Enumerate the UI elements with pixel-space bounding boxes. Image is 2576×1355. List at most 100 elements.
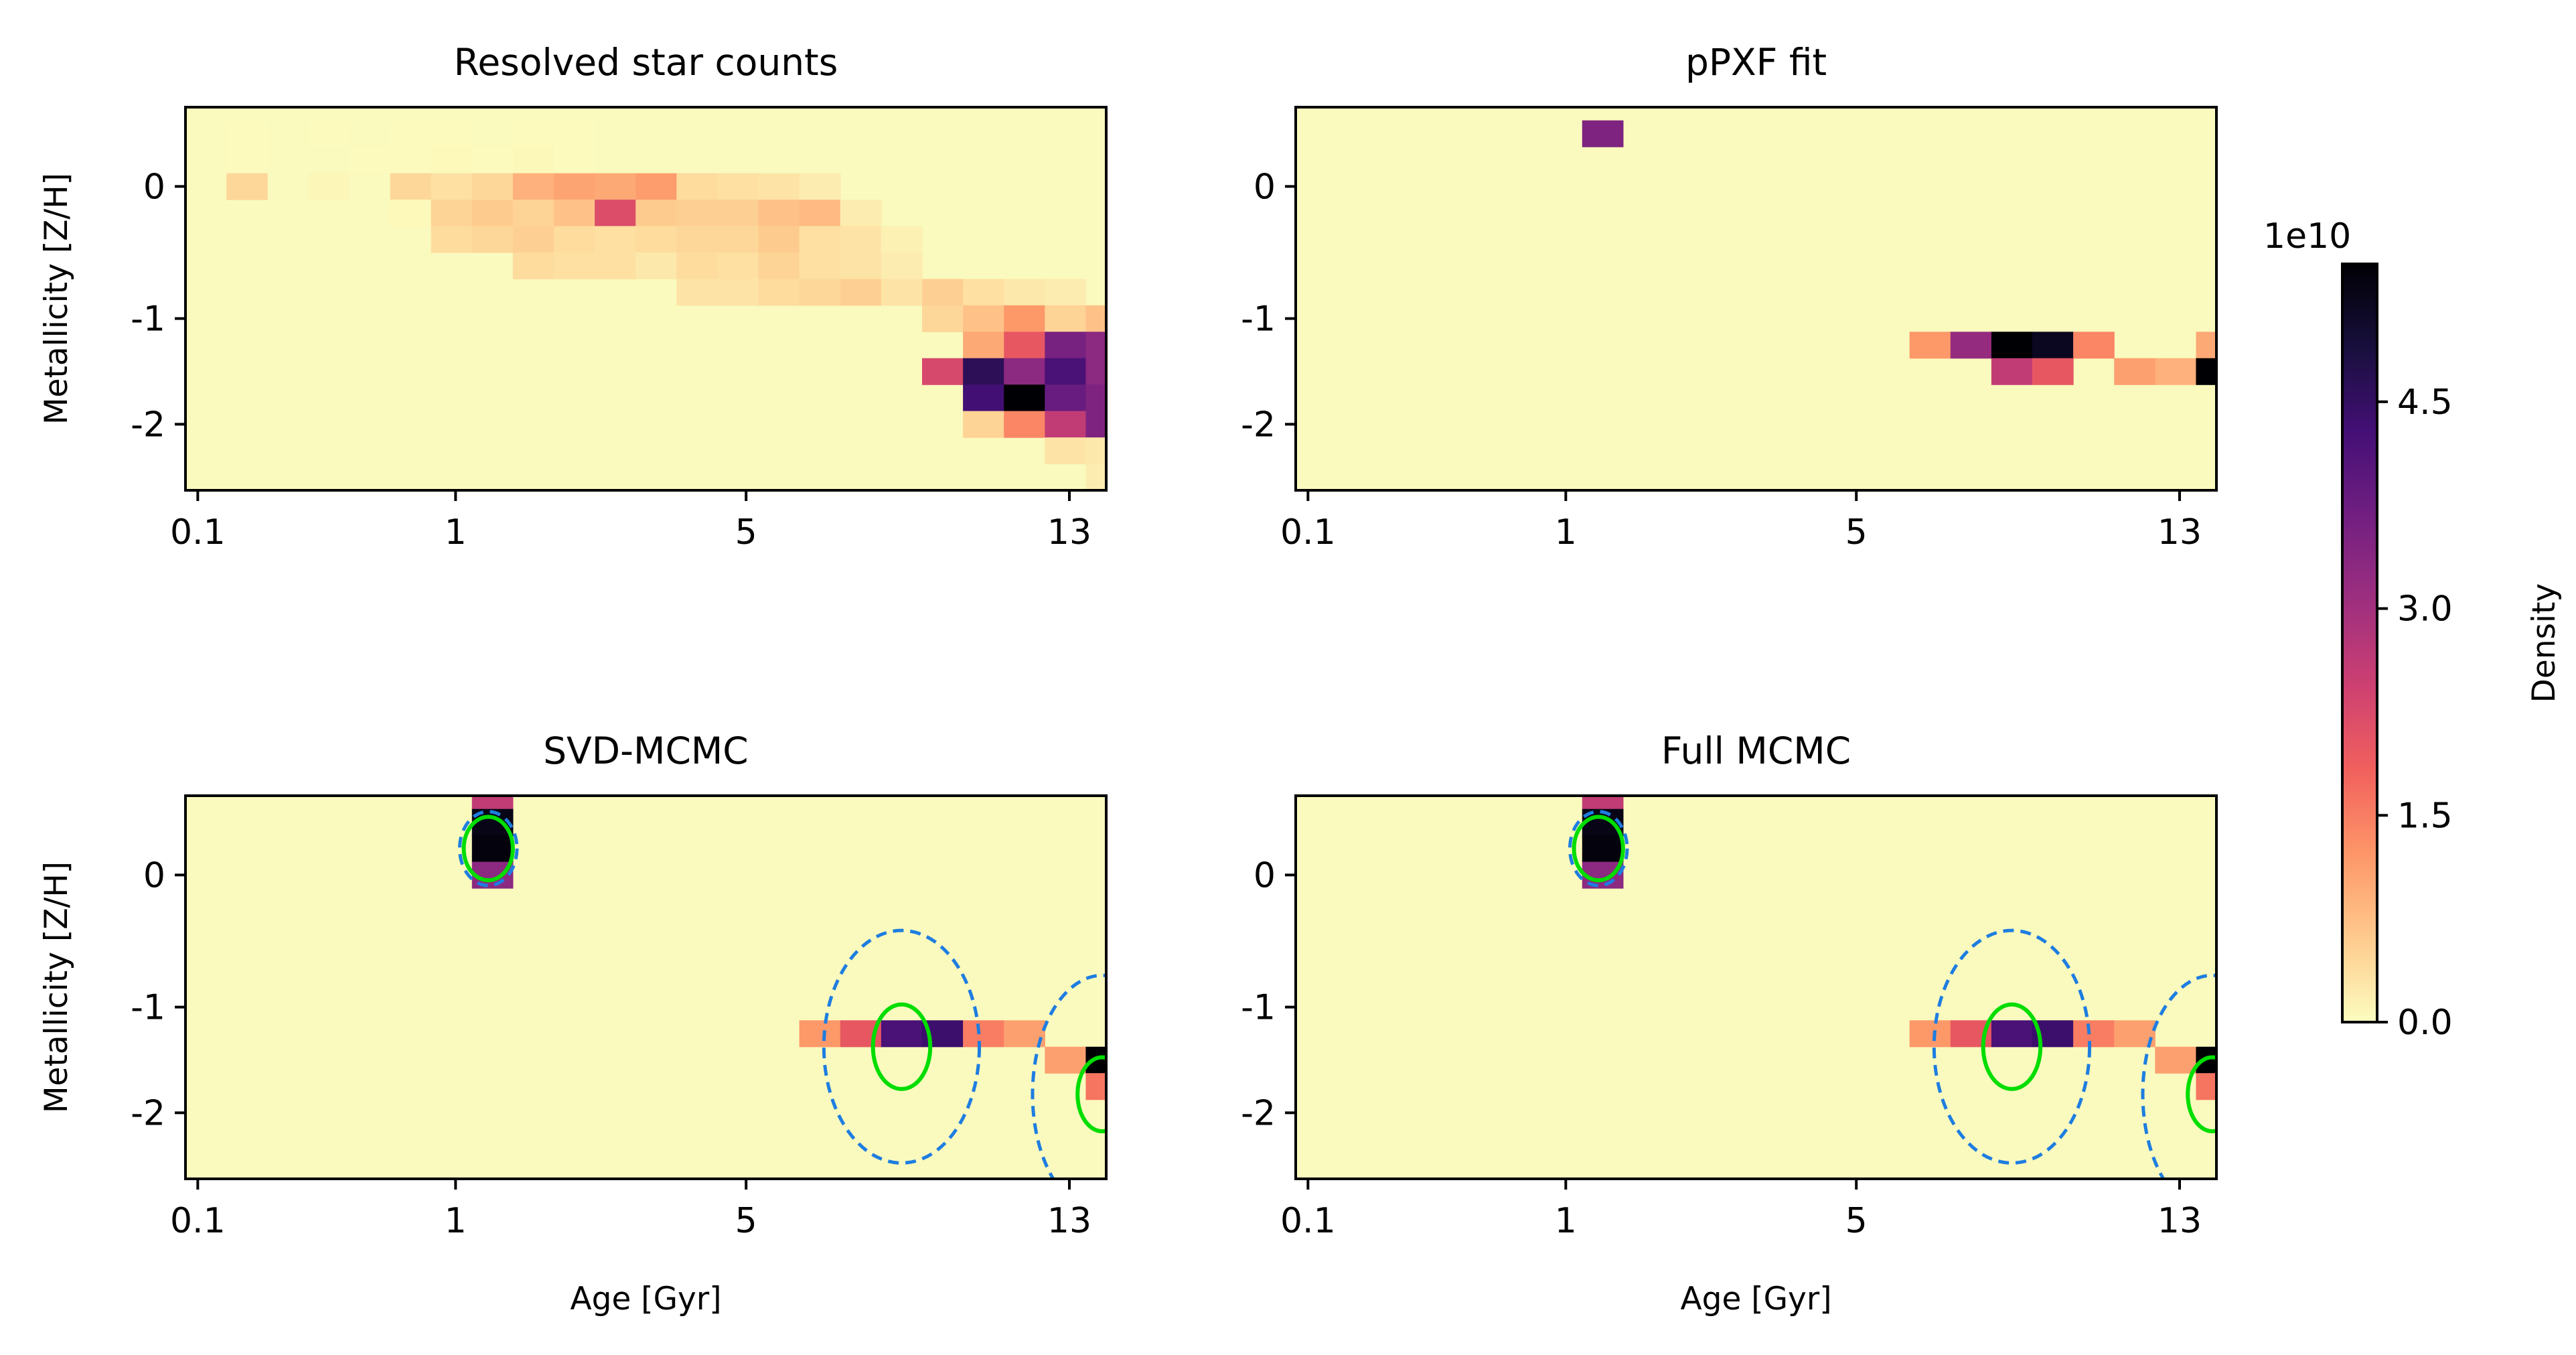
x-tick-label: 5 [1845, 1201, 1868, 1241]
heatmap-cell [840, 279, 882, 306]
colorbar-tick-label: 1.5 [2397, 796, 2453, 836]
heatmap-cell [717, 200, 759, 227]
heatmap-cell [635, 200, 677, 227]
confidence-ellipse-solid [870, 1002, 933, 1091]
confidence-ellipse-dashed [1568, 810, 1629, 887]
x-tick-label: 0.1 [1280, 512, 1336, 553]
heatmap-cell [595, 252, 636, 280]
heatmap-cell [881, 252, 923, 280]
heatmap-cell [554, 252, 595, 280]
colorbar-multiplier: 1e10 [2263, 216, 2351, 257]
x-tick-label: 13 [2157, 1201, 2202, 1241]
heatmap-cell [390, 200, 432, 227]
heatmap-cell [1045, 437, 1087, 465]
heatmap-cell [799, 252, 841, 280]
panel-frame [184, 794, 1108, 1180]
heatmap-cell [840, 200, 882, 227]
heatmap-cells [457, 796, 1106, 1179]
confidence-ellipse-solid [1075, 1055, 1106, 1133]
heatmap-cells [1568, 796, 2216, 1179]
heatmap-cell [840, 226, 882, 253]
colorbar-tick-label: 4.5 [2397, 382, 2453, 423]
heatmap-cell [635, 173, 677, 200]
panel-background [1296, 796, 2216, 1179]
panel-title: Resolved star counts [454, 41, 838, 84]
heatmap-cell [799, 200, 841, 227]
x-tick-label: 5 [1845, 512, 1868, 553]
colorbar-gradient [2341, 263, 2378, 1023]
heatmap-cell [758, 200, 800, 227]
heatmap-cell [676, 200, 718, 227]
confidence-ellipse-solid [1572, 814, 1625, 883]
heatmap-cell [595, 173, 636, 200]
heatmap-cell [431, 173, 473, 200]
heatmap-cell [1085, 1073, 1106, 1100]
y-tick-label: -2 [1241, 405, 1276, 445]
heatmap-cell [349, 147, 391, 174]
x-tick-label: 0.1 [170, 512, 226, 553]
heatmap-cell [512, 173, 554, 200]
heatmap-cell [226, 120, 268, 147]
heatmap-cell [799, 226, 841, 253]
heatmap-cell [881, 226, 923, 253]
heatmap-cell [554, 147, 595, 174]
heatmap-cell [922, 358, 964, 385]
heatmap-cell [554, 120, 595, 147]
heatmap-cell [554, 226, 595, 253]
panel-4: Full MCMC 0.1 1 5 13 0 -1 -2 Age [Gyr] [1241, 729, 2218, 1317]
heatmap-cell [308, 120, 350, 147]
heatmap-cell [1582, 835, 1624, 863]
heatmap-cell [799, 1020, 841, 1048]
heatmap-cell [2196, 332, 2216, 359]
heatmap-cell [431, 200, 473, 227]
x-tick-label: 13 [1047, 1201, 1091, 1241]
y-tick-label: -2 [131, 405, 165, 445]
heatmap-cell [431, 226, 473, 253]
heatmap-cell [2155, 358, 2197, 385]
heatmap-cell [1004, 411, 1045, 438]
x-tick-label: 5 [735, 1201, 757, 1241]
heatmap-cell [963, 332, 1004, 359]
heatmap-cell [471, 226, 514, 253]
y-axis-label: Metallicity [Z/H] [38, 861, 75, 1113]
y-tick-label: -1 [131, 988, 165, 1028]
heatmap-cell [1004, 384, 1045, 412]
heatmap-cell [2073, 332, 2115, 359]
panel-frame [1294, 794, 2218, 1180]
heatmap-cell [758, 252, 800, 280]
confidence-ellipse-solid [461, 814, 515, 883]
colorbar-ticks: 0.0 1.5 3.0 4.5 [2377, 382, 2453, 1043]
heatmap-cell [595, 226, 636, 253]
heatmap-cell [758, 173, 800, 200]
heatmap-cell [1582, 796, 1624, 810]
panel-title: Full MCMC [1661, 729, 1851, 772]
colorbar: 1e10 Density 0.0 1.5 3.0 4.5 [2263, 216, 2563, 1043]
x-tick-label: 13 [2157, 512, 2202, 553]
colorbar-label: Density [2526, 583, 2563, 703]
heatmap-cell [1045, 384, 1087, 412]
heatmap-cell [390, 173, 432, 200]
heatmap-cell [676, 173, 718, 200]
heatmap-cell [471, 835, 514, 863]
confidence-ellipse-dashed [1031, 973, 1106, 1179]
heatmap-cell [635, 226, 677, 253]
confidence-ellipse-dashed [1932, 928, 2092, 1165]
heatmap-cell [963, 1020, 1004, 1048]
heatmap-cell [1085, 437, 1106, 465]
x-tick-label: 0.1 [1280, 1201, 1336, 1241]
heatmap-cell [1085, 332, 1106, 359]
heatmap-cell [471, 796, 514, 810]
heatmap-cell [471, 200, 514, 227]
panel-1: Resolved star counts 0.1 1 5 13 0 -1 -2 Metallic… [38, 41, 1108, 553]
y-tick-label: -2 [131, 1093, 165, 1133]
heatmap-cell [226, 147, 268, 174]
heatmap-cell [512, 120, 554, 147]
heatmap-cell [1045, 332, 1087, 359]
panel-title: pPXF fit [1685, 41, 1827, 84]
x-tick-label: 1 [1555, 1201, 1577, 1241]
heatmap-cell [1085, 358, 1106, 385]
x-axis-label: Age [Gyr] [570, 1281, 721, 1317]
heatmap-cell [1991, 358, 2033, 385]
panel-2: pPXF fit 0.1 1 5 13 0 -1 -2 [1241, 41, 2218, 553]
